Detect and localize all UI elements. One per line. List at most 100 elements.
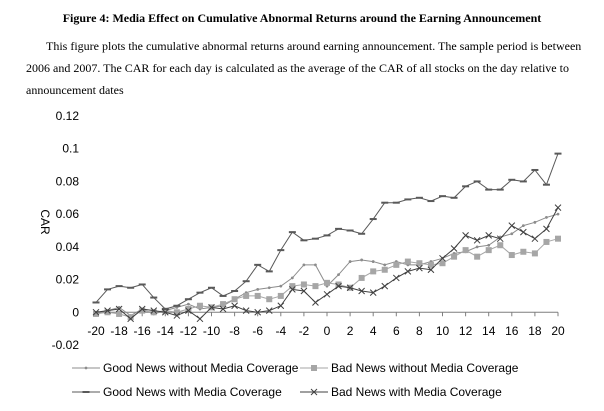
x-tick-label: 8 bbox=[416, 324, 423, 338]
figure-description: This figure plots the cumulative abnorma… bbox=[26, 39, 582, 97]
data-point bbox=[451, 253, 458, 260]
x-tick-label: -10 bbox=[203, 324, 221, 338]
data-point bbox=[300, 281, 307, 288]
data-point bbox=[383, 263, 387, 267]
data-point bbox=[370, 268, 377, 275]
legend-label: Bad News without Media Coverage bbox=[331, 361, 519, 375]
data-point bbox=[256, 287, 260, 291]
data-point bbox=[543, 225, 550, 233]
y-tick-label: 0.12 bbox=[56, 109, 80, 123]
data-point bbox=[196, 302, 203, 309]
data-point bbox=[231, 296, 238, 303]
data-point bbox=[254, 308, 262, 316]
data-point bbox=[231, 302, 238, 310]
x-tick-label: 6 bbox=[393, 324, 400, 338]
data-point bbox=[242, 307, 250, 315]
data-point bbox=[335, 281, 342, 288]
data-point bbox=[92, 308, 100, 316]
y-tick-label: -0.02 bbox=[52, 338, 80, 352]
data-point bbox=[462, 247, 469, 254]
x-tick-label: 20 bbox=[551, 324, 565, 338]
data-point bbox=[220, 301, 227, 308]
data-point bbox=[450, 245, 458, 252]
data-point bbox=[337, 273, 340, 277]
legend: Good News without Media Coverage Bad News… bbox=[72, 361, 519, 399]
legend-item: Good News with Media Coverage bbox=[72, 385, 282, 399]
x-tick-label: 14 bbox=[482, 324, 496, 338]
data-point bbox=[104, 307, 111, 315]
data-point bbox=[427, 266, 435, 274]
data-point bbox=[485, 247, 492, 254]
x-tick-label: -4 bbox=[275, 324, 286, 338]
x-tick-label: -12 bbox=[180, 324, 198, 338]
data-point bbox=[531, 250, 538, 257]
data-point bbox=[358, 287, 366, 295]
x-tick-label: -20 bbox=[87, 324, 105, 338]
data-point bbox=[404, 268, 412, 275]
data-point bbox=[497, 242, 504, 249]
data-point bbox=[381, 266, 388, 273]
data-point bbox=[267, 286, 271, 290]
x-tick-label: 16 bbox=[505, 324, 519, 338]
x-tick-label: -18 bbox=[110, 324, 128, 338]
data-point bbox=[312, 283, 319, 290]
y-axis-label: CAR bbox=[38, 209, 52, 235]
x-tick-label: -2 bbox=[299, 324, 310, 338]
data-point bbox=[439, 260, 446, 267]
data-point bbox=[185, 307, 192, 315]
data-point bbox=[521, 224, 525, 227]
x-tick-label: -16 bbox=[134, 324, 152, 338]
data-point bbox=[300, 287, 308, 295]
data-point bbox=[138, 305, 146, 313]
data-point bbox=[348, 260, 352, 263]
series-4 bbox=[92, 204, 562, 323]
data-point bbox=[314, 263, 317, 267]
x-tick-label: -14 bbox=[157, 324, 175, 338]
data-point bbox=[510, 232, 514, 236]
data-point bbox=[393, 261, 400, 268]
y-tick-label: 0.02 bbox=[56, 273, 80, 287]
data-point bbox=[392, 274, 400, 282]
data-point bbox=[520, 248, 527, 255]
figure-title: Figure 4: Media Effect on Cumulative Abn… bbox=[62, 11, 542, 25]
data-point bbox=[104, 309, 111, 316]
data-point bbox=[219, 305, 227, 313]
legend-item: Bad News without Media Coverage bbox=[300, 361, 519, 375]
data-point bbox=[416, 264, 423, 272]
data-point bbox=[369, 289, 377, 297]
x-tick-label: 10 bbox=[436, 324, 450, 338]
data-point bbox=[439, 254, 446, 262]
data-point bbox=[173, 309, 180, 316]
data-point bbox=[485, 232, 493, 239]
data-point bbox=[487, 243, 491, 247]
data-point bbox=[358, 274, 365, 281]
legend-label: Bad News with Media Coverage bbox=[331, 385, 502, 399]
data-point bbox=[310, 388, 318, 396]
series-line bbox=[95, 207, 559, 320]
x-tick-label: 4 bbox=[370, 324, 377, 338]
data-point bbox=[335, 282, 342, 290]
data-point bbox=[508, 252, 515, 259]
data-point bbox=[312, 299, 319, 306]
data-point bbox=[150, 307, 158, 315]
data-point bbox=[554, 204, 562, 211]
data-point bbox=[324, 279, 330, 286]
data-point bbox=[139, 307, 146, 314]
data-point bbox=[185, 306, 192, 313]
data-point bbox=[265, 307, 273, 315]
data-point bbox=[531, 235, 539, 243]
x-tick-label: 2 bbox=[347, 324, 354, 338]
data-point bbox=[150, 309, 157, 316]
data-point bbox=[545, 216, 548, 219]
data-point bbox=[173, 312, 181, 319]
data-point bbox=[208, 304, 215, 311]
data-point bbox=[496, 235, 504, 243]
data-point bbox=[473, 236, 481, 244]
data-point bbox=[462, 232, 469, 239]
data-point bbox=[555, 235, 561, 242]
data-point bbox=[371, 260, 375, 263]
data-point bbox=[115, 305, 123, 313]
y-tick-label: 0 bbox=[72, 305, 79, 319]
x-tick-label: 18 bbox=[528, 324, 542, 338]
data-point bbox=[556, 212, 560, 216]
